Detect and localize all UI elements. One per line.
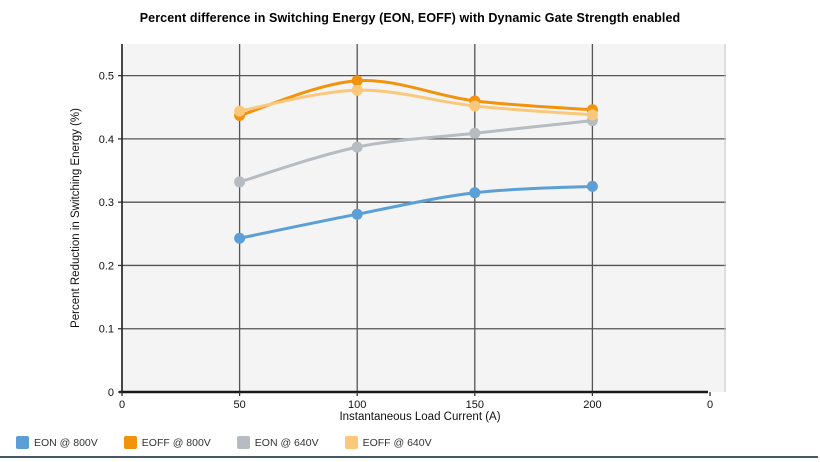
legend: EON @ 800V EOFF @ 800V EON @ 640V EOFF @… — [16, 436, 432, 449]
series-marker-0 — [469, 187, 481, 199]
bottom-divider — [0, 456, 818, 458]
series-marker-0 — [351, 208, 363, 220]
series-line-0 — [238, 184, 594, 240]
y-tick-label: 0.2 — [99, 260, 114, 272]
y-tick-label: 0.5 — [99, 71, 114, 83]
plot-area — [122, 44, 726, 392]
x-tick-label: 0 — [707, 399, 713, 410]
legend-item-eon-800v[interactable]: EON @ 800V — [16, 436, 98, 449]
x-tick-label: 50 — [233, 399, 245, 410]
legend-swatch-eon-800v — [16, 436, 29, 449]
series-marker-0 — [234, 232, 246, 244]
series-marker-0 — [586, 180, 598, 192]
series-marker-3 — [234, 105, 246, 117]
series-marker-3 — [351, 84, 363, 96]
y-tick-label: 0 — [108, 387, 114, 399]
legend-label: EOFF @ 640V — [362, 436, 432, 449]
series-marker-2 — [234, 176, 246, 188]
legend-item-eon-640v[interactable]: EON @ 640V — [236, 436, 319, 449]
legend-swatch-eoff-800v — [123, 436, 137, 449]
series-marker-2 — [351, 141, 363, 153]
series-marker-2 — [469, 127, 481, 139]
chart-title: Percent difference in Switching Energy (… — [139, 11, 681, 25]
legend-label: EON @ 800V — [34, 436, 98, 449]
x-tick-label: 150 — [466, 399, 484, 410]
x-tick-label: 100 — [348, 399, 366, 410]
y-axis-title: Percent Reduction in Switching Energy (%… — [70, 108, 82, 328]
x-tick-label: 0 — [119, 399, 125, 410]
series-marker-3 — [469, 100, 481, 112]
legend-label: EON @ 640V — [254, 436, 319, 449]
legend-swatch-eon-640v — [236, 436, 250, 449]
x-tick-label: 200 — [583, 399, 601, 410]
y-tick-label: 0.1 — [99, 324, 114, 336]
y-tick-label: 0.3 — [99, 197, 114, 209]
series-line-1 — [238, 79, 594, 117]
series-line-2 — [238, 119, 594, 184]
legend-label: EOFF @ 800V — [141, 436, 211, 449]
series-line-3 — [238, 88, 594, 117]
plot-svg: 0 50 100 150 200 000.10.20.30.40.5 — [99, 44, 726, 410]
series-marker-1 — [351, 75, 363, 87]
legend-item-eoff-800v[interactable]: EOFF @ 800V — [123, 436, 211, 449]
legend-swatch-eoff-640v — [344, 436, 358, 449]
y-tick-label: 0.4 — [99, 134, 114, 146]
x-axis-title: Instantaneous Load Current (A) — [339, 411, 501, 423]
legend-item-eoff-640v[interactable]: EOFF @ 640V — [344, 436, 432, 449]
series-marker-3 — [586, 109, 598, 121]
